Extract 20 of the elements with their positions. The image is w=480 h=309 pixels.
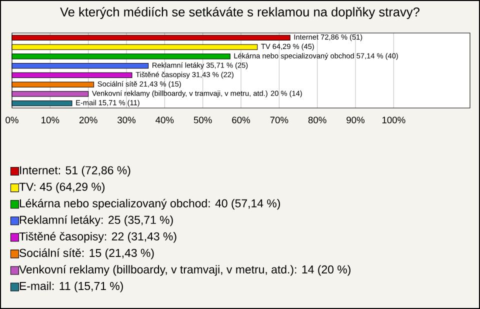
x-tick-label: 80%: [308, 116, 326, 124]
x-tick-label: 100%: [382, 116, 406, 124]
x-tick-label: 40%: [156, 116, 174, 124]
x-tick-label: 70%: [270, 116, 288, 124]
x-tick-label: 30%: [118, 116, 136, 124]
x-tick-label: 10%: [42, 116, 60, 124]
x-tick-label: 90%: [346, 116, 364, 124]
x-tick-label: 20%: [79, 116, 98, 124]
legend-label: TV: 45 (64,29 %): [19, 182, 105, 194]
chart-title: Ve kterých médiích se setkáváte s reklamou na doplňky stravy?: [60, 6, 420, 20]
legend-label: Internet: 51 (72,86 %): [20, 166, 130, 177]
x-tick-label: 50%: [194, 116, 212, 124]
legend-label: Reklamní letáky: 25 (35,71 %): [20, 215, 173, 226]
x-tick-label: 60%: [232, 116, 250, 124]
legend-label: Sociální sítě: 15 (21,43 %): [19, 248, 154, 260]
legend-label: E-mail: 11 (15,71 %): [20, 282, 123, 292]
legend-label: Venkovní reklamy (billboardy, v tramvaji, v metru, atd.): 14 (20 %): [19, 264, 350, 276]
x-tick-label: 0%: [6, 116, 18, 124]
legend-label: Lékárna nebo specializovaný obchod: 40 (57,14 %): [20, 198, 280, 210]
legend-label: Tištěné časopisy: 22 (31,43 %): [19, 232, 176, 243]
